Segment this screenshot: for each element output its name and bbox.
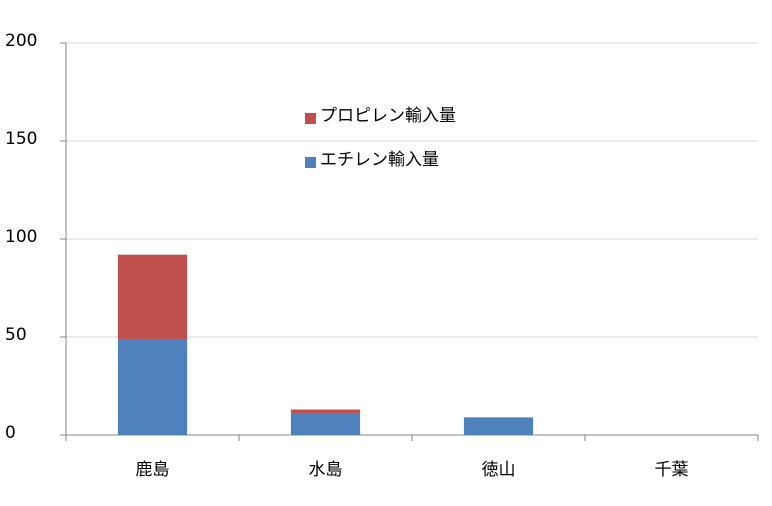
y-tick-label: 50 [5, 325, 27, 345]
bar-segment [117, 254, 188, 339]
legend-label: エチレン輸入量 [320, 150, 439, 170]
y-tick-label: 0 [5, 423, 16, 443]
legend-swatch [305, 157, 316, 168]
bar-segment [290, 413, 361, 435]
x-tick-label: 水島 [309, 460, 343, 480]
y-tick-label: 150 [5, 129, 37, 149]
legend-swatch [305, 113, 316, 124]
y-tick-label: 100 [5, 227, 37, 247]
bar-segment [117, 338, 188, 435]
x-tick-label: 鹿島 [136, 460, 170, 480]
bar-segment [290, 409, 361, 414]
legend-label: プロピレン輸入量 [320, 106, 456, 126]
bar-segment [463, 417, 534, 435]
y-tick-label: 200 [5, 31, 37, 51]
x-tick-label: 徳山 [482, 460, 516, 480]
x-tick-label: 千葉 [655, 460, 689, 480]
